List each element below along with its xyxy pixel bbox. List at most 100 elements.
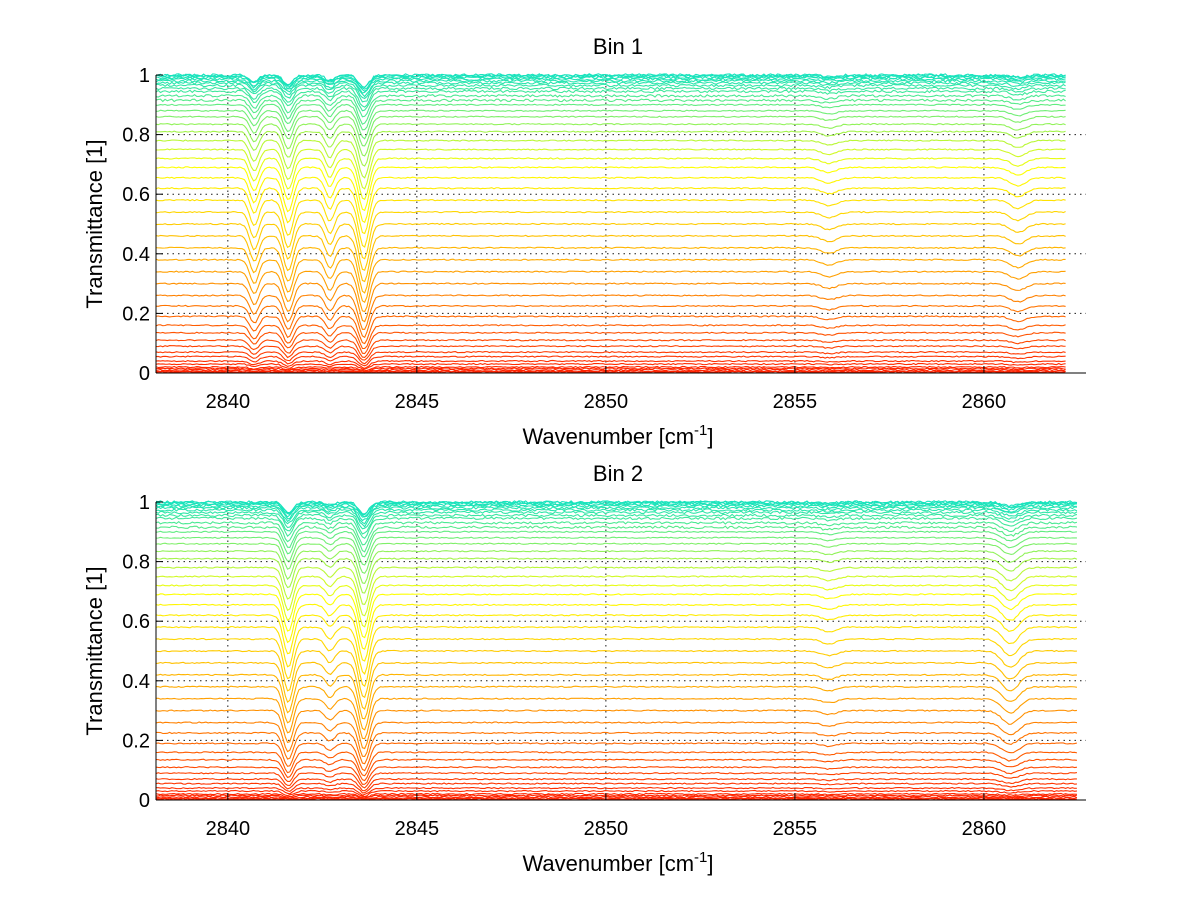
- spectrum-line: [155, 797, 1078, 801]
- y-tick-label: 0.8: [122, 125, 150, 147]
- spectrum-line: [155, 614, 1077, 662]
- spectrum-line: [155, 331, 1066, 355]
- spectrum-line: [155, 187, 1066, 235]
- y-tick-label: 0: [139, 790, 150, 812]
- x-tick-label: 2850: [584, 818, 629, 840]
- spectrum-line: [155, 148, 1066, 190]
- spectrum-line: [155, 508, 1078, 528]
- x-axis-label: Wavenumber [cm-1]: [522, 422, 713, 449]
- chart-title: Bin 2: [593, 461, 643, 486]
- y-tick-label: 0.4: [122, 671, 150, 693]
- spectra-series-group: [155, 500, 1078, 801]
- spectrum-line: [155, 210, 1066, 260]
- spectrum-line: [155, 365, 1066, 371]
- spectrum-line: [155, 339, 1066, 358]
- spectrum-line: [155, 516, 1078, 540]
- spectrum-line: [155, 368, 1066, 373]
- spectrum-line: [155, 73, 1066, 89]
- spectrum-line: [155, 795, 1078, 800]
- spectrum-line: [155, 789, 1078, 798]
- y-tick-label: 0.6: [122, 184, 150, 206]
- spectrum-line: [155, 510, 1078, 530]
- spectrum-line: [155, 520, 1078, 546]
- spectrum-line: [155, 751, 1078, 777]
- spectrum-line: [155, 130, 1066, 167]
- spectrum-line: [155, 536, 1077, 566]
- chart-title: Bin 1: [593, 34, 643, 59]
- y-tick-label: 0.8: [122, 552, 150, 574]
- spectrum-line: [155, 794, 1078, 799]
- spectrum-line: [155, 513, 1078, 535]
- spectrum-line: [155, 500, 1078, 515]
- x-tick-label: 2850: [584, 391, 629, 413]
- spectrum-line: [155, 103, 1066, 131]
- x-tick-label: 2840: [206, 391, 251, 413]
- spectrum-line: [155, 797, 1077, 801]
- spectrum-line: [155, 575, 1077, 617]
- y-axis-label: Transmittance [1]: [82, 566, 107, 735]
- chart-panel-bin-2: 2840 2845 2850 2855 2860 0 0.2 0.4 0.6 0.8 1 Bin 2 W…: [82, 461, 1086, 876]
- spectrum-line: [155, 758, 1077, 782]
- spectrum-line: [155, 176, 1066, 224]
- spectrum-line: [155, 83, 1066, 103]
- spectrum-line: [155, 593, 1078, 639]
- spectrum-line: [155, 86, 1066, 108]
- spectrum-line: [155, 506, 1078, 525]
- spectrum-line: [155, 98, 1066, 125]
- spectrum-line: [155, 345, 1066, 361]
- spectrum-line: [155, 603, 1078, 650]
- spectrum-line: [155, 359, 1066, 369]
- spectrum-line: [155, 75, 1066, 92]
- spectrum-line: [155, 109, 1066, 140]
- spectrum-line: [155, 530, 1077, 558]
- y-axis-label: Transmittance [1]: [82, 139, 107, 308]
- spectrum-line: [155, 81, 1066, 100]
- spectrum-line: [155, 786, 1077, 796]
- spectrum-line: [155, 626, 1078, 675]
- spectrum-line: [155, 721, 1078, 758]
- spectrum-line: [155, 304, 1066, 339]
- spectrum-line: [155, 294, 1066, 330]
- x-tick-label: 2860: [962, 391, 1007, 413]
- spectrum-line: [155, 637, 1078, 688]
- spectrum-line: [155, 157, 1066, 201]
- spectrum-line: [155, 709, 1077, 750]
- y-tick-label: 0.2: [122, 730, 150, 752]
- spectra-series-group: [155, 73, 1066, 374]
- spectrum-line: [155, 315, 1066, 345]
- spectrum-line: [155, 198, 1066, 248]
- spectrum-line: [155, 282, 1066, 323]
- spectrum-line: [155, 673, 1077, 720]
- spectrum-line: [155, 685, 1078, 731]
- spectrum-line: [155, 697, 1077, 740]
- x-tick-label: 2845: [395, 818, 440, 840]
- spectrum-line: [155, 525, 1078, 553]
- y-tick-label: 1: [139, 65, 150, 87]
- chart-panel-bin-1: 2840 2845 2850 2855 2860 0 0.2 0.4 0.6 0.8 1 Bin 1 W…: [82, 34, 1086, 449]
- spectrum-line: [155, 549, 1077, 585]
- spectrum-line: [155, 782, 1077, 794]
- x-tick-label: 2860: [962, 818, 1007, 840]
- spectrum-line: [155, 661, 1078, 710]
- x-axis-label: Wavenumber [cm-1]: [522, 849, 713, 876]
- spectrum-line: [155, 258, 1066, 304]
- spectrum-line: [155, 731, 1078, 765]
- spectrum-line: [155, 234, 1066, 283]
- y-tick-label: 0.4: [122, 244, 150, 266]
- spectrum-line: [155, 270, 1066, 313]
- spectrum-line: [155, 77, 1066, 94]
- spectrum-line: [155, 166, 1066, 212]
- x-tick-label: 2845: [395, 391, 440, 413]
- spectrum-line: [155, 370, 1066, 374]
- spectrum-line: [155, 566, 1077, 606]
- x-tick-label: 2855: [773, 391, 818, 413]
- spectrum-line: [155, 742, 1078, 772]
- spectrum-line: [155, 355, 1066, 367]
- spectrum-line: [155, 557, 1078, 594]
- spectrum-line: [155, 123, 1066, 157]
- y-tick-label: 0.6: [122, 611, 150, 633]
- spectrum-line: [155, 792, 1077, 798]
- spectrum-line: [155, 89, 1066, 112]
- spectrum-line: [155, 246, 1066, 294]
